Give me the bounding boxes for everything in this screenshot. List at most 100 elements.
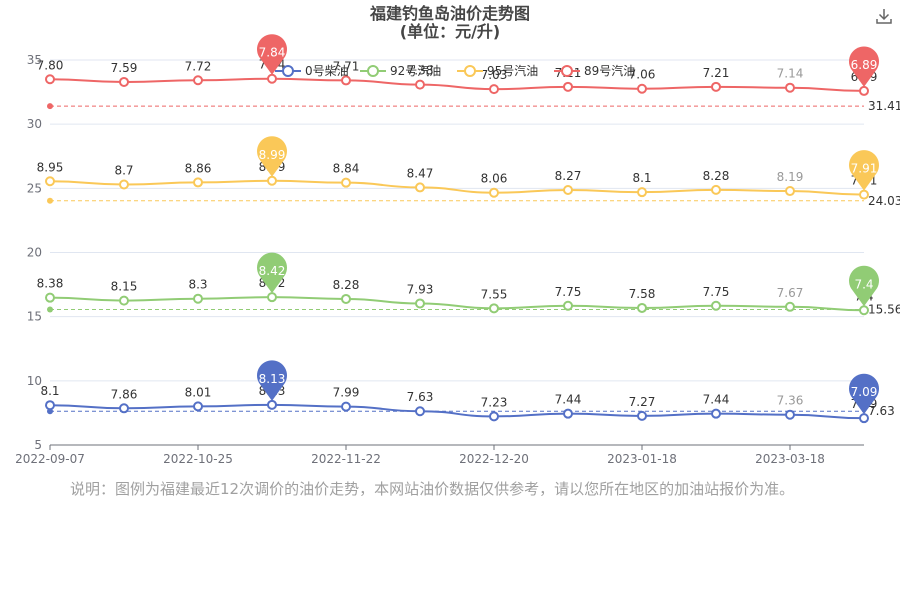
legend-marker	[367, 65, 379, 77]
data-point	[267, 292, 277, 303]
data-point	[785, 301, 795, 312]
data-label: 8.38	[37, 277, 64, 291]
data-points	[45, 73, 869, 424]
data-point	[341, 75, 351, 86]
data-point	[785, 409, 795, 420]
data-point	[489, 411, 499, 422]
data-label: 7.03	[481, 68, 508, 82]
x-tick-label: 2022-11-22	[311, 452, 381, 466]
data-label: 8.06	[481, 172, 508, 186]
data-label: 7.93	[407, 282, 434, 296]
chart-note: 说明：图例为福建最近12次调价的油价走势，本网站油价数据仅供参考，请以您所在地区…	[70, 480, 795, 498]
data-point	[563, 408, 573, 419]
download-icon[interactable]	[874, 6, 894, 26]
data-label: 8.7	[114, 163, 133, 177]
x-tick-label: 2022-12-20	[459, 452, 529, 466]
data-label: 8.1	[632, 171, 651, 185]
min-marker-pin	[849, 265, 880, 307]
average-line-start-dot	[47, 306, 53, 313]
data-point	[637, 83, 647, 94]
data-label: 8.47	[407, 166, 434, 180]
data-point	[563, 81, 573, 92]
data-label: 8.86	[185, 161, 212, 175]
marker-pins: 8.13 7.09 8.42 7.4 8.99 7.91 7.84 6.89	[257, 34, 880, 415]
data-point	[45, 400, 55, 411]
series-line-0	[49, 403, 865, 420]
data-point	[563, 300, 573, 311]
data-labels: 8.1 7.86 8.01 8.13 7.99 7.63 7.23 7.44 7.27 7.44 7…	[37, 58, 878, 411]
data-label: 7.36	[777, 394, 804, 408]
legend-label: 95号汽油	[487, 63, 538, 78]
data-label: 8.1	[40, 384, 59, 398]
average-line-label: 31.41	[868, 99, 900, 113]
x-tick-label: 2022-10-25	[163, 452, 233, 466]
data-point	[193, 293, 203, 304]
legend-item-0[interactable]: 0号柴油	[275, 64, 349, 78]
legend-label: 89号汽油	[584, 63, 635, 78]
average-line-start-dot	[47, 103, 53, 110]
data-point	[489, 187, 499, 198]
legend-label: 92号汽油	[390, 63, 441, 78]
legend-marker	[464, 65, 476, 77]
max-marker-pin	[257, 136, 287, 177]
data-point	[711, 408, 721, 419]
data-label: 7.59	[111, 61, 138, 75]
max-marker-pin	[257, 252, 287, 294]
data-label: 8.84	[333, 162, 360, 176]
max-marker-pin-label: 8.42	[259, 264, 286, 278]
data-point	[267, 399, 277, 410]
average-lines: 7.63 15.56 24.03 31.41	[47, 99, 900, 418]
max-marker-pin	[257, 34, 287, 75]
data-point	[489, 84, 499, 95]
legend-label: 0号柴油	[305, 64, 349, 78]
legend-item-3[interactable]: 89号汽油	[554, 63, 635, 78]
data-point	[415, 182, 425, 193]
data-label: 7.14	[777, 67, 804, 81]
y-tick-label: 15	[27, 310, 42, 324]
data-label: 7.75	[703, 285, 730, 299]
data-point	[341, 293, 351, 304]
legend-marker	[282, 65, 294, 77]
data-label: 7.06	[629, 68, 656, 82]
data-point	[637, 302, 647, 313]
data-label: 8.01	[185, 385, 212, 399]
data-point	[119, 179, 129, 190]
data-point	[415, 79, 425, 90]
data-point	[415, 406, 425, 417]
data-label: 7.75	[555, 285, 582, 299]
data-label: 7.86	[111, 387, 138, 401]
min-marker-pin	[849, 46, 879, 87]
axes: 5 10 15 20 25 30 35 2022-09-07 2022-10-25 2022-11…	[15, 53, 864, 466]
legend-item-2[interactable]: 95号汽油	[457, 63, 538, 78]
data-point	[119, 295, 129, 306]
data-label: 7.55	[481, 287, 508, 301]
data-label: 8.28	[703, 169, 730, 183]
legend-marker	[561, 65, 573, 77]
data-point	[415, 298, 425, 309]
min-marker-pin	[849, 373, 880, 415]
data-point	[119, 403, 129, 414]
average-line-start-dot	[47, 197, 53, 204]
data-point	[711, 81, 721, 92]
data-point	[193, 401, 203, 412]
data-label: 8.15	[111, 280, 138, 294]
chart-subtitle: (单位：元/升)	[399, 22, 501, 41]
legend-item-1[interactable]: 92号汽油	[360, 63, 441, 78]
min-marker-pin-label: 7.4	[854, 277, 873, 291]
data-point	[785, 82, 795, 93]
x-tick-label: 2023-01-18	[607, 452, 677, 466]
data-point	[341, 401, 351, 412]
data-label: 7.44	[555, 393, 582, 407]
data-point	[45, 74, 55, 85]
x-tick-label: 2022-09-07	[15, 452, 85, 466]
data-label: 7.27	[629, 395, 656, 409]
data-label: 8.28	[333, 278, 360, 292]
data-label: 7.23	[481, 395, 508, 409]
data-point	[341, 177, 351, 188]
data-label: 7.38	[407, 64, 434, 78]
x-tick-label: 2023-03-18	[755, 452, 825, 466]
legend: 0号柴油 92号汽油 95号汽油 89号汽油	[275, 63, 635, 78]
data-point	[45, 176, 55, 187]
data-point	[859, 413, 869, 424]
